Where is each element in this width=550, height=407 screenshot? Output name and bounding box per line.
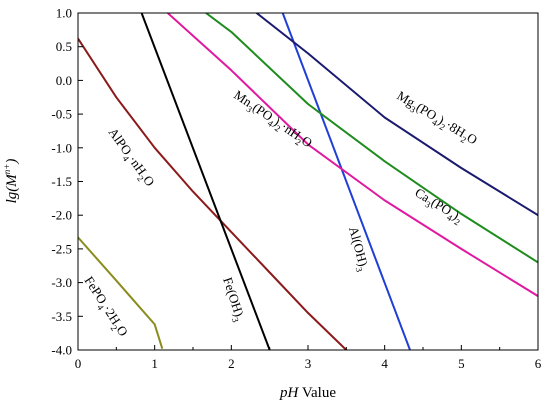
x-tick-label: 1 [151,356,158,371]
y-tick-label: -2.5 [51,241,72,256]
y-tick-label: 0.0 [56,73,72,88]
annotation-layer: FePO4·2H2OAlPO4·nH2OFe(OH)3Al(OH)3Mn3(PO… [79,87,480,340]
y-tick-label: -1.0 [51,140,72,155]
series-line-4 [167,13,538,297]
y-tick-label: -3.0 [51,275,72,290]
series-layer [78,13,538,350]
y-axis-label: lg(Mn+) [2,159,20,204]
y-tick-label: 0.5 [56,39,72,54]
x-tick-label: 6 [535,356,542,371]
x-tick-label: 5 [458,356,465,371]
series-line-3 [281,13,411,350]
series-line-2 [140,13,271,350]
series-line-1 [78,38,347,350]
y-tick-label: -3.5 [51,309,72,324]
y-tick-label: -2.0 [51,208,72,223]
series-line-6 [255,13,538,217]
x-tick-label: 4 [381,356,388,371]
y-tick-label: 1.0 [56,6,72,21]
x-axis-label: pH Value [279,385,336,401]
curve-label-fepo4: FePO4·2H2O [79,273,131,340]
curve-label-mn3po42: Mn3(PO4)2·nH2O [230,87,315,153]
axes-layer: 0 1 2 3 4 5 6 1.0 0.5 0.0 -0.5 -1.0 -1.5 -2.0 -2.5 -3.0… [51,6,541,372]
y-tick-label: -0.5 [51,107,72,122]
x-tick-label: 3 [305,356,312,371]
x-tick-label: 2 [228,356,235,371]
curve-label-mg3po42: Mg3(PO4)2·8H2O [393,88,480,150]
series-line-0 [78,236,164,349]
curve-label-alpo4: AlPO4·nH2O [103,125,158,191]
curve-label-aloh3: Al(OH)3 [343,225,372,274]
series-line-5 [205,13,538,264]
y-tick-label: -4.0 [51,343,72,358]
y-tick-label: -1.5 [51,174,72,189]
x-tick-label: 0 [75,356,82,371]
